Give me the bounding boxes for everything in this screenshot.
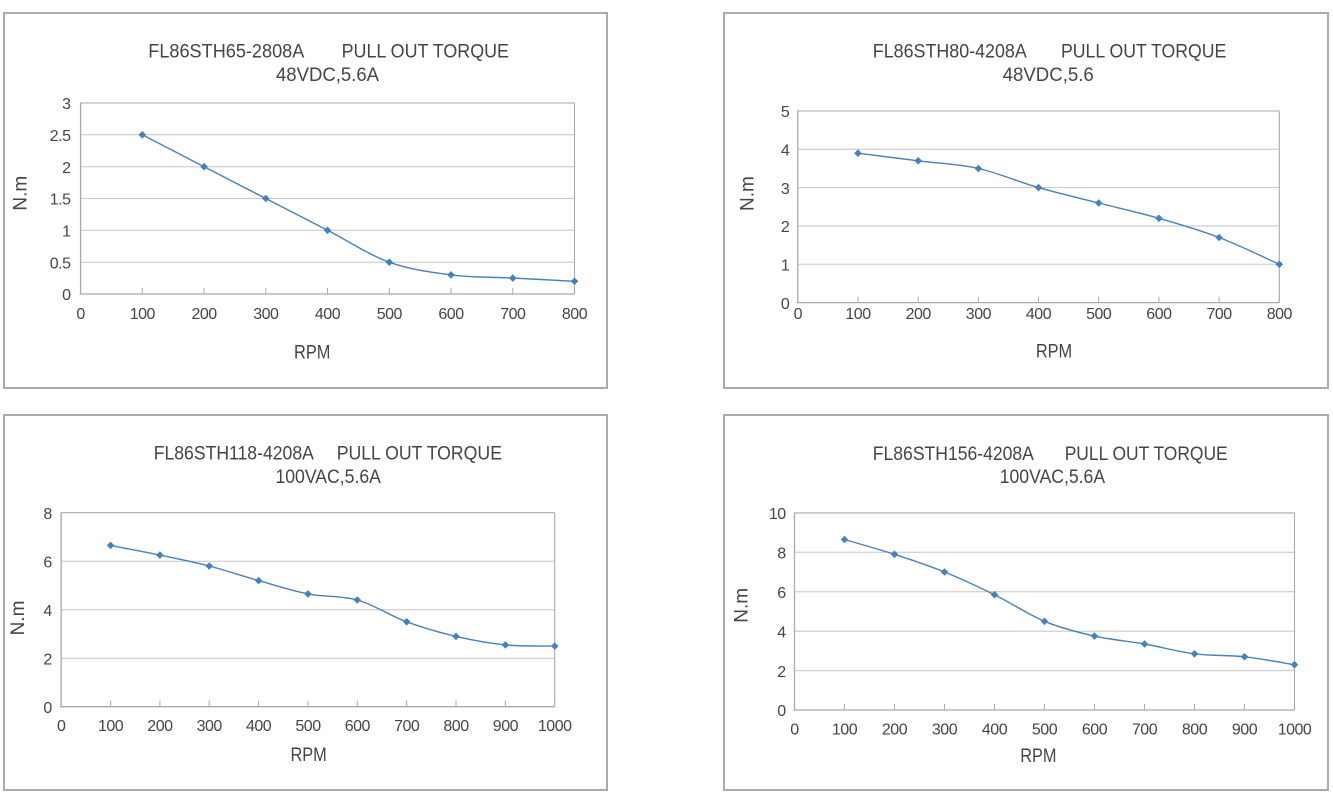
svg-text:100: 100 xyxy=(832,721,858,738)
svg-text:800: 800 xyxy=(1182,721,1208,738)
svg-text:1000: 1000 xyxy=(1278,721,1312,738)
svg-text:5: 5 xyxy=(781,104,790,121)
svg-text:RPM: RPM xyxy=(294,342,330,363)
svg-text:4: 4 xyxy=(43,603,52,620)
svg-text:48VDC,5.6A: 48VDC,5.6A xyxy=(276,65,379,86)
svg-text:600: 600 xyxy=(438,306,464,323)
svg-text:0: 0 xyxy=(794,306,803,323)
svg-text:300: 300 xyxy=(932,721,958,738)
svg-text:6: 6 xyxy=(777,585,786,602)
svg-text:2: 2 xyxy=(781,219,790,236)
svg-text:0: 0 xyxy=(777,703,786,720)
svg-text:8: 8 xyxy=(43,506,52,523)
svg-text:PULL OUT TORQUE: PULL OUT TORQUE xyxy=(337,443,502,464)
svg-text:400: 400 xyxy=(1026,306,1052,323)
svg-text:200: 200 xyxy=(882,721,908,738)
svg-text:100VAC,5.6A: 100VAC,5.6A xyxy=(275,467,381,488)
svg-text:RPM: RPM xyxy=(1036,342,1072,363)
svg-text:100: 100 xyxy=(130,306,156,323)
svg-text:500: 500 xyxy=(295,718,321,735)
svg-text:0: 0 xyxy=(57,718,66,735)
svg-text:600: 600 xyxy=(345,718,371,735)
svg-text:PULL OUT TORQUE: PULL OUT TORQUE xyxy=(1061,42,1226,63)
svg-text:N.m: N.m xyxy=(732,588,753,623)
svg-text:800: 800 xyxy=(562,306,588,323)
svg-text:N.m: N.m xyxy=(8,601,29,636)
svg-text:8: 8 xyxy=(777,546,786,563)
svg-text:4: 4 xyxy=(777,624,786,641)
svg-text:300: 300 xyxy=(197,718,223,735)
svg-text:2: 2 xyxy=(43,651,52,668)
svg-text:4: 4 xyxy=(781,143,790,160)
svg-text:RPM: RPM xyxy=(290,745,326,766)
svg-text:200: 200 xyxy=(147,718,173,735)
svg-text:0: 0 xyxy=(781,296,790,313)
svg-text:0: 0 xyxy=(76,306,85,323)
svg-text:FL86STH118-4208A: FL86STH118-4208A xyxy=(154,443,314,464)
svg-text:300: 300 xyxy=(966,306,992,323)
svg-text:6: 6 xyxy=(43,554,52,571)
svg-text:500: 500 xyxy=(377,306,403,323)
svg-text:1: 1 xyxy=(62,224,71,241)
svg-text:300: 300 xyxy=(253,306,279,323)
svg-text:1: 1 xyxy=(781,258,790,275)
svg-text:FL86STH156-4208A: FL86STH156-4208A xyxy=(873,444,1034,465)
svg-text:2: 2 xyxy=(62,160,71,177)
svg-text:400: 400 xyxy=(982,721,1008,738)
svg-text:200: 200 xyxy=(191,306,217,323)
svg-text:0: 0 xyxy=(43,700,52,717)
svg-text:0.5: 0.5 xyxy=(50,255,71,272)
svg-text:800: 800 xyxy=(1267,306,1293,323)
svg-text:2: 2 xyxy=(777,664,786,681)
svg-text:400: 400 xyxy=(315,306,341,323)
svg-text:3: 3 xyxy=(62,96,71,113)
svg-text:600: 600 xyxy=(1082,721,1108,738)
svg-text:2.5: 2.5 xyxy=(50,128,71,145)
svg-text:RPM: RPM xyxy=(1020,746,1056,767)
svg-text:100: 100 xyxy=(845,306,871,323)
svg-text:FL86STH80-4208A: FL86STH80-4208A xyxy=(873,42,1027,63)
svg-text:100VAC,5.6A: 100VAC,5.6A xyxy=(1000,467,1106,488)
svg-text:200: 200 xyxy=(906,306,932,323)
svg-text:400: 400 xyxy=(246,718,272,735)
svg-text:700: 700 xyxy=(394,718,420,735)
svg-text:0: 0 xyxy=(790,721,799,738)
svg-text:PULL OUT TORQUE: PULL OUT TORQUE xyxy=(1065,444,1228,465)
svg-text:10: 10 xyxy=(769,506,786,523)
svg-text:PULL OUT TORQUE: PULL OUT TORQUE xyxy=(342,42,509,63)
svg-text:900: 900 xyxy=(1232,721,1258,738)
svg-text:100: 100 xyxy=(98,718,124,735)
svg-text:1.5: 1.5 xyxy=(50,192,71,209)
svg-text:N.m: N.m xyxy=(737,176,758,211)
svg-text:3: 3 xyxy=(781,181,790,198)
svg-text:1000: 1000 xyxy=(538,718,572,735)
svg-text:0: 0 xyxy=(62,287,71,304)
svg-text:N.m: N.m xyxy=(10,176,31,211)
svg-text:500: 500 xyxy=(1032,721,1058,738)
svg-text:600: 600 xyxy=(1146,306,1172,323)
svg-text:800: 800 xyxy=(443,718,469,735)
svg-text:700: 700 xyxy=(500,306,526,323)
svg-text:700: 700 xyxy=(1132,721,1158,738)
svg-text:FL86STH65-2808A: FL86STH65-2808A xyxy=(148,42,304,63)
svg-text:700: 700 xyxy=(1206,306,1232,323)
svg-text:900: 900 xyxy=(493,718,519,735)
svg-text:500: 500 xyxy=(1086,306,1112,323)
svg-text:48VDC,5.6: 48VDC,5.6 xyxy=(1003,65,1094,86)
